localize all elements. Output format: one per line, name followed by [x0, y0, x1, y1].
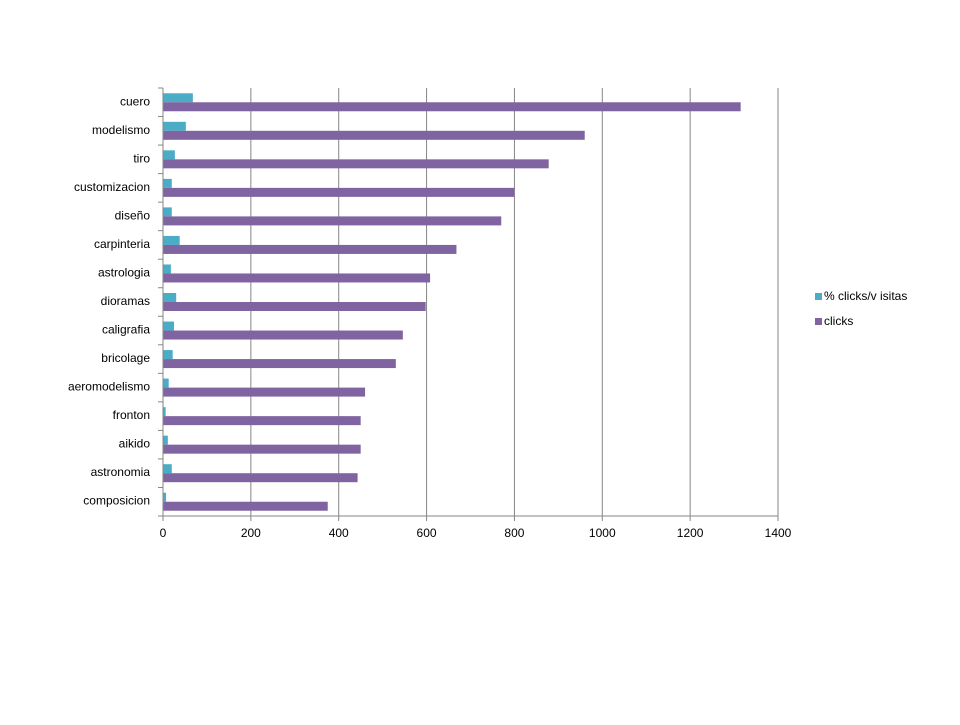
- x-tick-label: 400: [329, 526, 349, 540]
- category-label: aikido: [119, 437, 151, 451]
- bar-clicks: [163, 302, 426, 311]
- legend-label: % clicks/v isitas: [824, 289, 907, 303]
- legend-swatch: [815, 318, 822, 325]
- x-tick-label: 1000: [589, 526, 616, 540]
- axes: [158, 87, 779, 521]
- x-tick-label: 0: [160, 526, 167, 540]
- bar-clicks: [163, 473, 358, 483]
- bar-pct-clicks-visitas: [163, 93, 193, 103]
- bar-pct-clicks-visitas: [163, 293, 177, 302]
- bar-clicks: [163, 444, 361, 454]
- bar-clicks: [163, 387, 366, 397]
- bar-pct-clicks-visitas: [163, 350, 173, 360]
- bar-clicks: [163, 130, 585, 140]
- category-label: carpinteria: [94, 237, 150, 251]
- category-label: aeromodelismo: [68, 380, 150, 394]
- bar-clicks: [163, 102, 741, 112]
- category-label: customizacion: [74, 180, 150, 194]
- category-label: cuero: [120, 94, 150, 108]
- x-tick-label: 1200: [677, 526, 704, 540]
- bar-pct-clicks-visitas: [163, 435, 168, 445]
- bar-pct-clicks-visitas: [163, 121, 186, 131]
- legend-swatch: [815, 293, 822, 300]
- x-tick-label: 1400: [765, 526, 792, 540]
- category-label: astrologia: [98, 265, 150, 279]
- bar-pct-clicks-visitas: [163, 150, 175, 160]
- x-tick-label: 600: [417, 526, 437, 540]
- legend: % clicks/v isitas clicks: [815, 289, 907, 328]
- bar-clicks: [163, 159, 549, 169]
- bar-clicks: [163, 501, 328, 511]
- category-label: bricolage: [101, 351, 150, 365]
- category-label: composicion: [83, 494, 150, 508]
- bar-clicks: [163, 416, 361, 426]
- bar-pct-clicks-visitas: [163, 321, 174, 331]
- bar-clicks: [163, 187, 515, 197]
- bar-pct-clicks-visitas: [163, 492, 167, 502]
- bar-pct-clicks-visitas: [163, 464, 172, 474]
- category-label: dioramas: [101, 294, 150, 308]
- bar-clicks: [163, 216, 502, 226]
- bar-pct-clicks-visitas: [163, 407, 166, 417]
- bar-clicks: [163, 244, 457, 254]
- bar-clicks: [163, 359, 396, 369]
- bars: [163, 93, 741, 511]
- tick-labels: 0 200 400 600 800 1000 1200 1400 cuero modelismo t…: [68, 94, 792, 540]
- category-label: modelismo: [92, 123, 150, 137]
- bar-pct-clicks-visitas: [163, 235, 180, 245]
- bar-pct-clicks-visitas: [163, 264, 171, 274]
- category-label: diseño: [115, 208, 151, 222]
- category-label: fronton: [113, 408, 150, 422]
- category-label: tiro: [133, 151, 150, 165]
- bar-clicks: [163, 330, 403, 340]
- x-tick-label: 200: [241, 526, 261, 540]
- bar-pct-clicks-visitas: [163, 207, 172, 217]
- bar-pct-clicks-visitas: [163, 178, 172, 188]
- category-label: caligrafia: [102, 323, 150, 337]
- category-label: astronomia: [91, 465, 151, 479]
- bar-pct-clicks-visitas: [163, 378, 169, 388]
- x-tick-label: 800: [504, 526, 524, 540]
- bar-clicks: [163, 273, 431, 283]
- legend-label: clicks: [824, 314, 853, 328]
